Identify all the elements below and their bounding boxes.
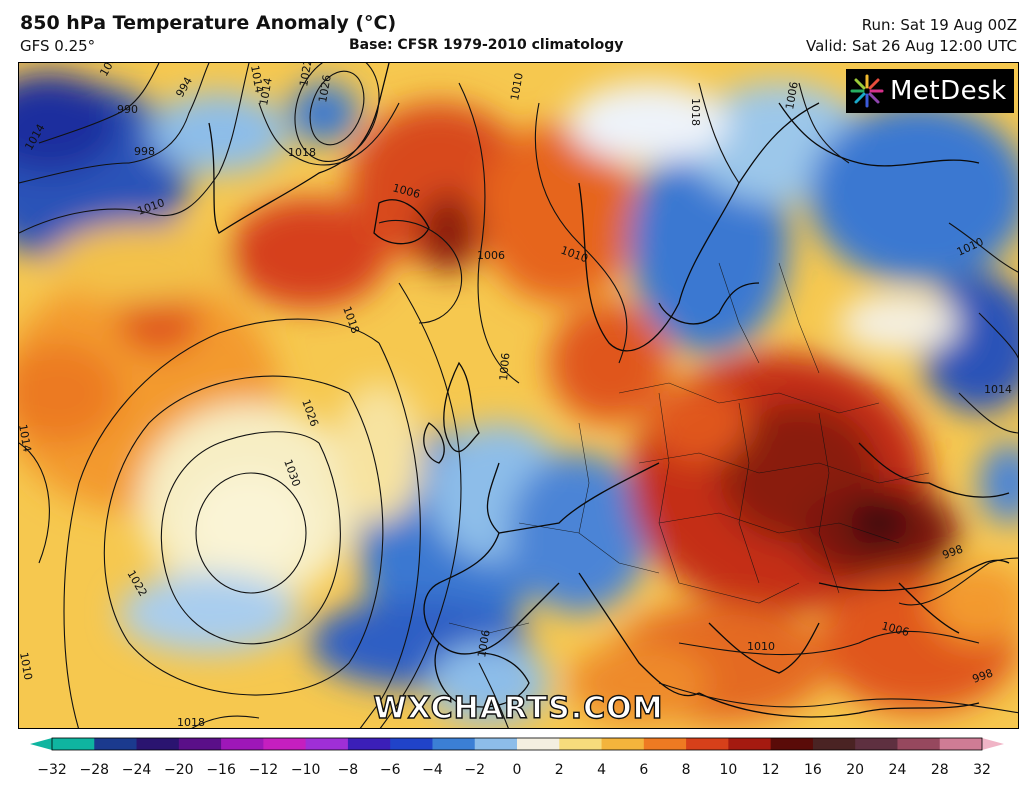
colorbar-tick-label: 16 xyxy=(804,762,822,778)
colorbar-tick-label: 0 xyxy=(513,762,522,778)
anomaly-map-canvas: 1030 1026 1022 1018 1014 1010 1006 998 9… xyxy=(19,63,1018,729)
isobar-label: 1014 xyxy=(984,383,1012,396)
isobar-label: 1010 xyxy=(508,72,526,102)
valid-time-label: Valid: Sat 26 Aug 12:00 UTC xyxy=(806,37,1017,55)
colorbar-frame xyxy=(51,737,983,751)
isobar-label: 1018 xyxy=(288,146,316,159)
isobar-label: 1022 xyxy=(297,63,315,88)
colorbar-segment xyxy=(178,738,222,750)
run-time-label: Run: Sat 19 Aug 00Z xyxy=(861,16,1017,34)
colorbar-tick-label: −2 xyxy=(464,762,485,778)
colorbar: −32 −28 −24 −20 −16 −12 −10 −8 −6 −4 −2 0 2 4 6 8 10 12 16… xyxy=(30,737,1004,778)
colorbar-segment xyxy=(347,738,391,750)
anomaly-map[interactable]: 1030 1026 1022 1018 1014 1010 1006 998 9… xyxy=(18,62,1019,729)
colorbar-segment xyxy=(305,738,349,750)
model-label: GFS 0.25° xyxy=(20,37,96,55)
colorbar-tick-label: 2 xyxy=(555,762,564,778)
colorbar-segment xyxy=(94,738,138,750)
colorbar-right-arrow xyxy=(982,738,1004,750)
colorbar-tick-label: 6 xyxy=(639,762,648,778)
isobar-label: 1010 xyxy=(747,640,775,653)
isobar-label: 998 xyxy=(134,145,155,158)
colorbar-tick-label: 24 xyxy=(889,762,907,778)
colorbar-segment xyxy=(474,738,518,750)
isobar-label: 1010 xyxy=(19,651,35,681)
colorbar-tick-label: 32 xyxy=(973,762,991,778)
colorbar-tick-label: 4 xyxy=(597,762,606,778)
colorbar-segment xyxy=(601,738,645,750)
colorbar-segment xyxy=(136,738,180,750)
colorbar-tick-label: 10 xyxy=(719,762,737,778)
metdesk-logo: MetDesk xyxy=(846,69,1014,113)
logo-text: MetDesk xyxy=(890,76,1007,106)
isobar-label: 1014 xyxy=(257,77,275,107)
colorbar-tick-label: 12 xyxy=(762,762,780,778)
climatology-base-label: Base: CFSR 1979-2010 climatology xyxy=(349,37,624,53)
isobar-label: 1018 xyxy=(177,716,205,729)
colorbar-segment xyxy=(52,738,95,750)
colorbar-left-arrow xyxy=(30,738,52,750)
watermark: WXCHARTS.COM xyxy=(373,690,664,726)
colorbar-segment xyxy=(559,738,603,750)
colorbar-tick-label: −20 xyxy=(164,762,194,778)
anomaly-field xyxy=(19,73,1018,723)
colorbar-segment xyxy=(263,738,307,750)
colorbar-segment xyxy=(855,738,899,750)
colorbar-segment xyxy=(812,738,856,750)
colorbar-tick-label: 20 xyxy=(846,762,864,778)
isobar-label: 1014 xyxy=(248,64,266,94)
colorbar-tick-label: −8 xyxy=(338,762,359,778)
colorbar-segment xyxy=(686,738,729,750)
isobar-label: 1026 xyxy=(316,74,334,104)
colorbar-segment xyxy=(643,738,687,750)
isobar-label: 990 xyxy=(117,103,138,116)
isobar-label: 1006 xyxy=(783,81,801,111)
colorbar-tick-label: 28 xyxy=(931,762,949,778)
colorbar-segment xyxy=(770,738,814,750)
country-borders xyxy=(448,262,930,634)
colorbar-tick-label: −12 xyxy=(249,762,279,778)
colorbar-tick-label: −16 xyxy=(206,762,236,778)
colorbar-segment xyxy=(897,738,941,750)
isobar-label: 1006 xyxy=(475,629,493,659)
colorbar-tick-label: −28 xyxy=(79,762,109,778)
isobar-label: 1006 xyxy=(477,249,505,262)
colorbar-segment xyxy=(221,738,264,750)
colorbar-tick-label: −32 xyxy=(37,762,67,778)
colorbar-segment xyxy=(728,738,772,750)
coastlines xyxy=(208,63,1010,718)
colorbar-segment xyxy=(390,738,434,750)
isobar-label: 1014 xyxy=(19,423,34,453)
isobars xyxy=(19,63,1018,728)
colorbar-segment xyxy=(432,738,476,750)
colorbar-segment xyxy=(939,738,983,750)
isobar-label: 1018 xyxy=(689,98,702,126)
colorbar-tick-label: −4 xyxy=(422,762,443,778)
colorbar-tick-label: −10 xyxy=(291,762,321,778)
colorbar-tick-label: −24 xyxy=(122,762,152,778)
colorbar-segment xyxy=(517,738,560,750)
chart-title: 850 hPa Temperature Anomaly (°C) xyxy=(20,12,397,34)
colorbar-tick-label: −6 xyxy=(380,762,401,778)
isobar-label: 1006 xyxy=(497,352,512,381)
metdesk-burst-icon xyxy=(850,74,884,108)
colorbar-tick-label: 8 xyxy=(682,762,691,778)
